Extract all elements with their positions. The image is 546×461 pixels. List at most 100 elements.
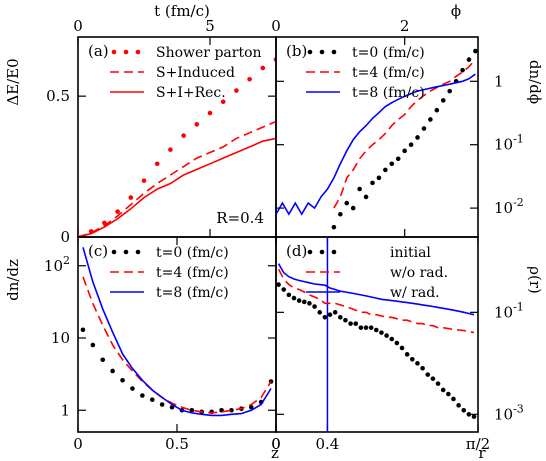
data-point-dotted bbox=[434, 107, 440, 113]
data-point-dotted bbox=[189, 407, 195, 413]
y-tick-label: 10 bbox=[51, 329, 70, 347]
bottom-axis-label-right: r bbox=[478, 444, 486, 461]
legend-marker bbox=[307, 49, 313, 55]
data-point-dotted bbox=[140, 393, 145, 398]
data-point-dotted bbox=[348, 321, 353, 326]
x-tick-label: 0.5 bbox=[165, 435, 189, 453]
data-point-dotted bbox=[451, 396, 456, 402]
legend-label: t=0 (fm/c) bbox=[352, 45, 425, 61]
data-point-dotted bbox=[286, 292, 292, 298]
data-point-dotted bbox=[389, 336, 395, 342]
legend-label: w/ rad. bbox=[390, 285, 440, 301]
series-line-solid bbox=[276, 73, 476, 216]
data-point-dotted bbox=[379, 330, 384, 335]
y-tick-label: 10-1 bbox=[494, 300, 524, 321]
series-line-solid bbox=[82, 247, 272, 417]
panel-annotation: R=0.4 bbox=[216, 209, 264, 227]
y-tick-label: 1 bbox=[494, 72, 504, 90]
series-group bbox=[276, 48, 478, 230]
data-point-dotted bbox=[296, 298, 302, 303]
legend-marker bbox=[123, 249, 129, 255]
data-point-dotted bbox=[168, 147, 173, 152]
x-tick-label: 0 bbox=[73, 17, 83, 35]
data-point-dotted bbox=[363, 194, 369, 200]
bottom-axis-label-left: z bbox=[271, 444, 279, 461]
data-point-dotted bbox=[353, 321, 359, 326]
y-tick-label: 102 bbox=[44, 254, 70, 275]
y-tick-label: 10-2 bbox=[494, 196, 524, 217]
data-point-dotted bbox=[466, 412, 472, 417]
data-point-dotted bbox=[141, 178, 147, 183]
legend: Shower parton S+Induced S+I+Rec. bbox=[110, 45, 262, 101]
legend-marker bbox=[319, 249, 325, 255]
data-point-dotted bbox=[374, 327, 379, 333]
data-point-dotted bbox=[421, 126, 427, 131]
series-line-dashed bbox=[82, 276, 272, 414]
panel-b: 0 2 1 10-1 10-2 (b) t=0 (fm/c) t=4 (fm/c) t=8 (f… bbox=[271, 17, 524, 238]
legend-label: t=0 (fm/c) bbox=[156, 245, 229, 261]
legend-marker bbox=[307, 249, 313, 255]
legend-marker bbox=[111, 249, 117, 255]
data-point-dotted bbox=[327, 312, 333, 317]
data-point-dotted bbox=[357, 186, 362, 192]
data-point-dotted bbox=[358, 325, 364, 330]
legend-marker bbox=[331, 249, 337, 255]
series-line-dashed bbox=[333, 59, 476, 209]
data-point-dotted bbox=[181, 133, 186, 138]
data-point-dotted bbox=[149, 397, 155, 402]
legend-label: Shower parton bbox=[156, 45, 262, 61]
data-point-dotted bbox=[130, 386, 135, 391]
data-point-dotted bbox=[159, 402, 165, 407]
data-point-dotted bbox=[291, 295, 297, 301]
x-tick-label: 0.4 bbox=[316, 435, 340, 453]
data-point-dotted bbox=[410, 356, 415, 362]
series-group bbox=[78, 57, 276, 237]
right-axis-label-top: dn/dϕ bbox=[526, 60, 544, 104]
data-point-dotted bbox=[120, 377, 125, 383]
legend-label: t=4 (fm/c) bbox=[352, 65, 425, 81]
data-point-dotted bbox=[370, 180, 375, 186]
panel-label: (d) bbox=[286, 242, 307, 260]
data-point-dotted bbox=[430, 376, 436, 381]
legend-marker bbox=[123, 49, 129, 55]
data-point-dotted bbox=[399, 345, 405, 351]
data-point-dotted bbox=[207, 110, 213, 116]
data-point-dotted bbox=[343, 317, 348, 323]
legend-marker bbox=[331, 49, 337, 55]
data-point-dotted bbox=[384, 333, 389, 338]
legend-label: S+Induced bbox=[156, 65, 235, 81]
panel-c: 0 0.5 0 102 10 1 (c) t=0 (fm/c) t=4 (fm/c) t=8 (f… bbox=[44, 236, 281, 453]
data-point-dotted bbox=[466, 57, 472, 62]
y-tick-exponent: 2 bbox=[63, 254, 70, 267]
data-point-dotted bbox=[415, 361, 420, 366]
legend-label: S+I+Rec. bbox=[156, 85, 226, 101]
left-axis-label-bottom: dn/dz bbox=[4, 259, 22, 301]
x-tick-label: 2 bbox=[400, 17, 410, 35]
data-point-dotted bbox=[301, 299, 307, 305]
data-point-dotted bbox=[446, 391, 451, 397]
x-tick-label: 5 bbox=[205, 17, 215, 35]
data-point-dotted bbox=[350, 205, 356, 211]
x-tick-label: 0 bbox=[271, 435, 281, 453]
legend-label: initial bbox=[390, 245, 431, 261]
y-tick-label: 0.5 bbox=[46, 87, 70, 105]
data-point-dotted bbox=[408, 142, 414, 148]
data-point-dotted bbox=[115, 209, 120, 214]
series-line-solid bbox=[277, 263, 475, 316]
series-line-dashed bbox=[78, 120, 276, 237]
data-point-dotted bbox=[425, 372, 431, 377]
legend-marker bbox=[135, 49, 141, 55]
data-point-dotted bbox=[420, 365, 425, 371]
panel-a: 0 5 0 0.5 (a) R=0.4 Shower parton S+Induced S+I+… bbox=[46, 17, 277, 246]
y-tick-label: 0 bbox=[60, 228, 70, 246]
x-tick-label: π/2 bbox=[466, 435, 490, 453]
data-point-dotted bbox=[90, 342, 96, 348]
data-point-dotted bbox=[383, 167, 388, 173]
data-point-dotted bbox=[229, 407, 234, 413]
legend-label: t=4 (fm/c) bbox=[156, 265, 229, 281]
data-point-dotted bbox=[415, 135, 420, 140]
right-axis-label-bottom: ρ(r) bbox=[526, 266, 544, 294]
legend-marker bbox=[135, 249, 141, 255]
data-point-dotted bbox=[376, 175, 382, 181]
data-point-dotted bbox=[394, 340, 400, 346]
